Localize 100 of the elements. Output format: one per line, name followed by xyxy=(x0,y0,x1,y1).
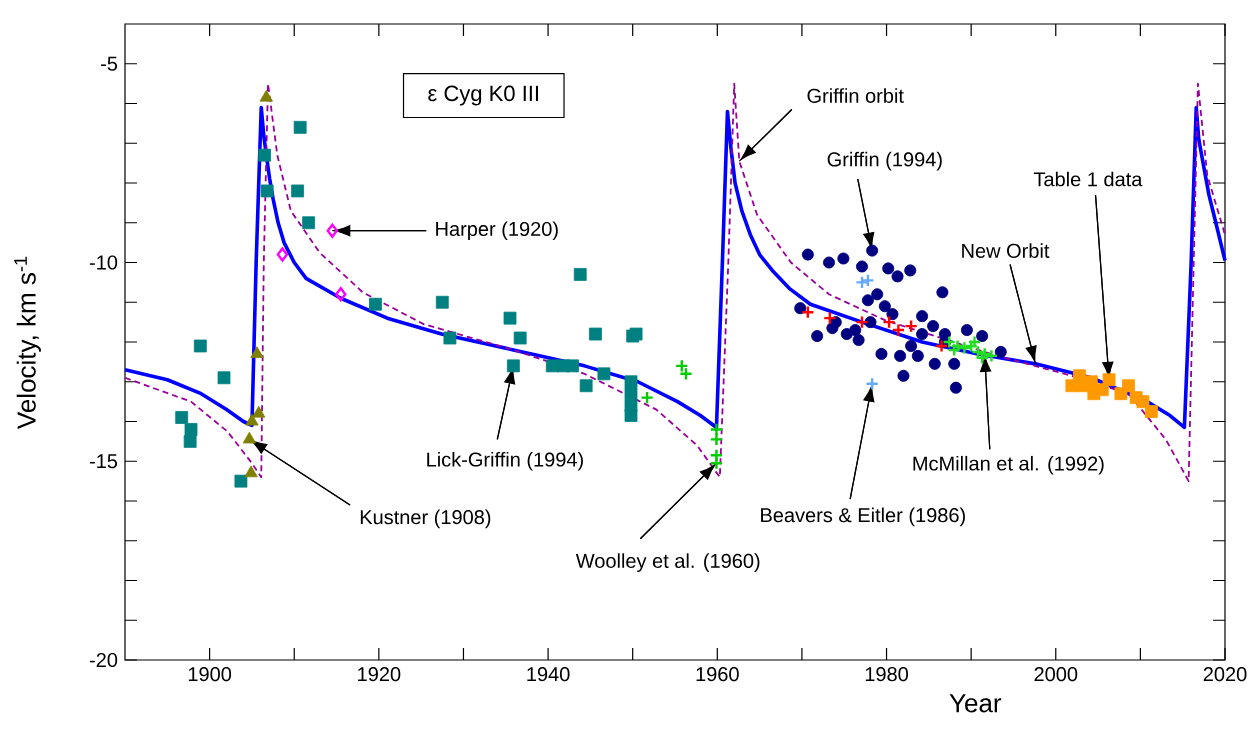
x-tick-label: 1920 xyxy=(358,667,401,682)
annotation: Lick-Griffin (1994) xyxy=(427,451,583,471)
point xyxy=(250,346,264,358)
point xyxy=(640,390,654,405)
y-axis-title: Velocity, km s$^{-1}$ xyxy=(14,256,41,429)
point xyxy=(976,330,989,343)
point xyxy=(1144,405,1158,418)
point xyxy=(260,184,274,198)
point xyxy=(259,89,273,102)
point xyxy=(326,223,339,238)
x-tick-label: 1960 xyxy=(696,667,739,682)
point xyxy=(545,359,559,373)
point xyxy=(579,379,593,393)
point xyxy=(801,248,814,261)
point xyxy=(709,422,724,437)
point xyxy=(878,300,891,313)
annotation: Kustner (1908) xyxy=(360,509,491,529)
point xyxy=(217,371,231,385)
point xyxy=(291,184,305,198)
point xyxy=(994,345,1007,358)
annotation: Beavers & Eitler (1986) xyxy=(761,507,965,527)
point xyxy=(597,367,611,381)
x-axis-title: Year xyxy=(949,694,1002,713)
point xyxy=(566,359,580,373)
y-tick-label: -20 xyxy=(89,652,118,668)
x-tick-label: 1940 xyxy=(527,667,570,682)
point xyxy=(936,286,949,299)
point xyxy=(948,357,961,370)
point xyxy=(573,268,587,281)
annotation: New Orbit xyxy=(962,243,1050,258)
annotation: Table 1 data xyxy=(1033,171,1143,187)
point xyxy=(861,294,874,307)
point xyxy=(193,339,207,353)
annotation: Harper (1920) xyxy=(436,221,558,241)
point xyxy=(934,339,949,353)
point xyxy=(513,331,527,345)
point xyxy=(1076,379,1090,393)
point xyxy=(244,465,258,478)
point xyxy=(1087,387,1101,401)
point xyxy=(369,297,382,311)
point xyxy=(949,381,962,394)
point xyxy=(1122,379,1135,393)
point xyxy=(837,252,850,265)
point xyxy=(175,411,189,424)
point xyxy=(823,311,837,325)
x-tick-label: 1980 xyxy=(865,667,908,682)
point xyxy=(589,327,602,341)
point xyxy=(849,324,862,337)
point xyxy=(916,328,929,341)
point xyxy=(293,120,307,134)
y-tick-label: -10 xyxy=(89,255,118,270)
point xyxy=(276,247,289,262)
point xyxy=(624,387,638,401)
annotation: Griffin (1994) xyxy=(827,151,942,171)
point xyxy=(911,349,924,362)
annotation: Woolley et al. (1960) xyxy=(575,553,760,572)
annotation: McMillan et al. (1992) xyxy=(913,455,1104,475)
y-tick-label: -5 xyxy=(101,56,118,71)
point xyxy=(242,431,257,444)
point xyxy=(865,376,879,391)
point xyxy=(864,316,877,329)
point xyxy=(852,334,865,347)
point xyxy=(443,331,457,345)
point xyxy=(928,357,941,370)
point xyxy=(811,330,824,343)
point xyxy=(960,324,973,337)
point xyxy=(183,434,197,448)
point xyxy=(916,310,929,323)
point xyxy=(624,375,638,389)
annotation: Griffin orbit xyxy=(807,88,904,103)
point xyxy=(435,295,449,309)
point xyxy=(234,474,248,488)
point xyxy=(302,216,316,230)
point xyxy=(866,244,879,257)
point xyxy=(258,148,272,162)
point xyxy=(904,319,918,333)
line-series xyxy=(123,105,1227,430)
point xyxy=(184,423,198,436)
text: ε Cyg K0 III xyxy=(428,85,538,106)
point xyxy=(886,308,899,321)
point xyxy=(891,270,904,283)
x-tick-label: 2020 xyxy=(1203,667,1247,682)
point xyxy=(882,262,895,275)
x-tick-label: 2000 xyxy=(1034,667,1078,682)
point xyxy=(1102,373,1116,387)
point xyxy=(861,273,875,288)
point xyxy=(897,369,910,382)
point xyxy=(624,409,638,422)
point xyxy=(709,432,724,447)
point xyxy=(927,320,940,333)
point xyxy=(823,256,835,269)
point xyxy=(904,264,917,277)
y-tick-label: -15 xyxy=(89,454,118,469)
x-tick-label: 1900 xyxy=(188,667,232,682)
point xyxy=(875,347,888,360)
point xyxy=(794,302,807,315)
point xyxy=(894,349,907,362)
point xyxy=(335,287,347,302)
point xyxy=(503,311,517,325)
point xyxy=(905,339,918,352)
